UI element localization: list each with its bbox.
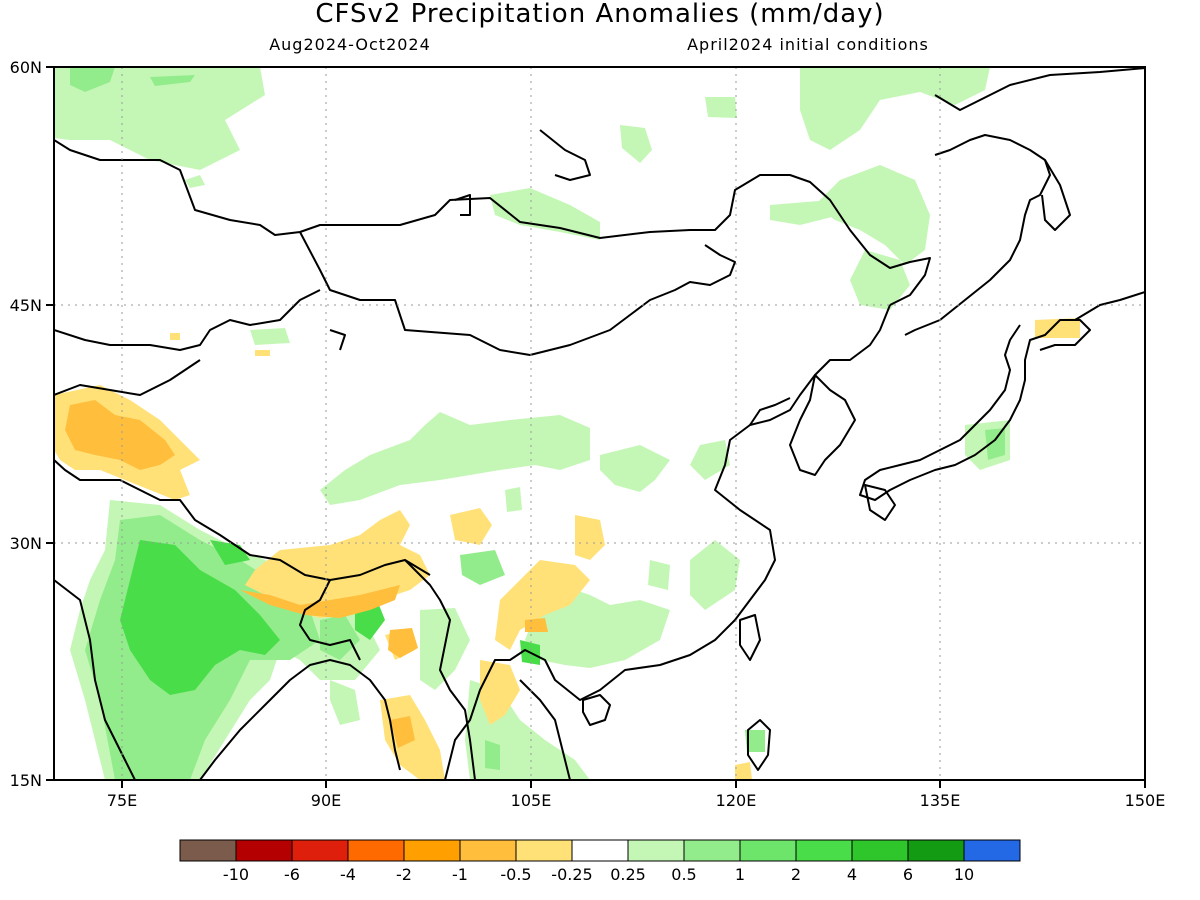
lon-tick-label: 135E	[920, 791, 961, 810]
colorbar-cell	[459, 839, 517, 862]
lat-tick-label: 30N	[10, 534, 42, 553]
colorbar-label: 6	[903, 865, 913, 884]
colorbar-label: 1	[735, 865, 745, 884]
colorbar-label: -0.5	[500, 865, 531, 884]
lat-tick-label: 45N	[10, 296, 42, 315]
colorbar-cell	[515, 839, 573, 862]
coastlines-and-borders	[54, 67, 1145, 780]
map-title: CFSv2 Precipitation Anomalies (mm/day)	[315, 0, 884, 29]
colorbar-label: -0.25	[551, 865, 592, 884]
colorbar-cell	[179, 839, 237, 862]
axis-tick-marks	[46, 66, 1146, 788]
longitude-tick-labels: 75E 90E 105E 120E 135E 150E	[107, 791, 1166, 810]
lon-tick-label: 150E	[1125, 791, 1166, 810]
map-frame	[53, 66, 1146, 781]
colorbar-label: -2	[396, 865, 412, 884]
colorbar-cell	[291, 839, 349, 862]
colorbar-cell	[627, 839, 685, 862]
colorbar-label: -4	[340, 865, 356, 884]
colorbar-label: 2	[791, 865, 801, 884]
colorbar-cell	[235, 839, 293, 862]
lon-tick-label: 75E	[107, 791, 137, 810]
map-subtitle-period: Aug2024-Oct2024	[269, 35, 431, 54]
colorbar-label: 10	[954, 865, 974, 884]
colorbar-cell	[907, 839, 965, 862]
colorbar-label: -6	[284, 865, 300, 884]
colorbar-label: -1	[452, 865, 468, 884]
colorbar-cell	[683, 839, 741, 862]
colorbar-label: -10	[223, 865, 249, 884]
lon-tick-label: 120E	[716, 791, 757, 810]
colorbar-cell	[347, 839, 405, 862]
colorbar-label: 4	[847, 865, 857, 884]
colorbar-cell	[963, 839, 1021, 862]
map-subtitle-initial-conditions: April2024 initial conditions	[687, 35, 929, 54]
anomaly-orange-areas	[65, 400, 548, 748]
colorbar: -10 -6 -4 -2 -1 -0.5 -0.25 0.25 0.5 1 2 4 6 10	[179, 839, 1021, 884]
colorbar-cell	[851, 839, 909, 862]
latitude-tick-labels: 15N 30N 45N 60N	[10, 58, 42, 790]
colorbar-label: 0.25	[610, 865, 646, 884]
lon-tick-label: 105E	[511, 791, 552, 810]
lat-tick-label: 15N	[10, 771, 42, 790]
map-plot-area	[54, 67, 1145, 780]
colorbar-cell	[403, 839, 461, 862]
lon-tick-label: 90E	[311, 791, 341, 810]
colorbar-label: 0.5	[671, 865, 696, 884]
colorbar-cell	[739, 839, 797, 862]
colorbar-cell	[795, 839, 853, 862]
lat-tick-label: 60N	[10, 58, 42, 77]
colorbar-cell	[571, 839, 629, 862]
